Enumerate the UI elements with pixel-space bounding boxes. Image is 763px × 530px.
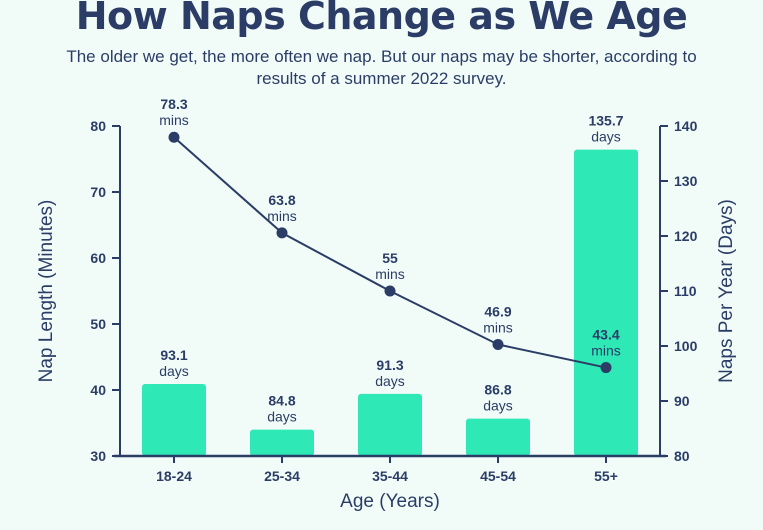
bar-18-24 [142, 383, 206, 456]
bar-unit-label: days [483, 398, 513, 414]
left-tick-label: 40 [90, 382, 106, 398]
x-tick-label: 55+ [594, 468, 618, 484]
line-point-35-44 [384, 285, 396, 297]
bar-value-label: 91.3 [376, 357, 403, 373]
bar-value-label: 86.8 [484, 382, 511, 398]
right-axis-title: Naps Per Year (Days) [716, 199, 737, 383]
bar-value-label: 93.1 [160, 347, 187, 363]
line-point-45-54 [492, 338, 504, 350]
bar-unit-label: days [159, 363, 189, 379]
right-tick-label: 120 [674, 228, 698, 244]
bar-25-34 [250, 429, 314, 456]
x-tick-label: 25-34 [264, 468, 300, 484]
chart-subtitle: The older we get, the more often we nap.… [66, 47, 697, 88]
bar-unit-label: days [375, 373, 405, 389]
right-tick-label: 130 [674, 173, 698, 189]
left-tick-label: 50 [90, 316, 106, 332]
left-tick-label: 80 [90, 118, 106, 134]
line-unit-label: mins [267, 208, 297, 224]
right-tick-label: 90 [674, 393, 690, 409]
x-axis-title: Age (Years) [340, 491, 440, 512]
bar-value-label: 84.8 [268, 393, 295, 409]
line-unit-label: mins [591, 343, 621, 359]
line-point-25-34 [276, 227, 288, 239]
line-unit-label: mins [375, 266, 405, 282]
line-value-label: 78.3 [160, 96, 187, 112]
bar-45-54 [466, 418, 530, 456]
left-axis-title: Nap Length (Minutes) [36, 200, 57, 383]
line-point-18-24 [168, 131, 180, 143]
left-tick-label: 60 [90, 250, 106, 266]
left-tick-label: 70 [90, 184, 106, 200]
right-tick-label: 110 [674, 283, 697, 299]
left-tick-label: 30 [90, 448, 106, 464]
line-point-55+ [600, 362, 612, 374]
line-value-label: 63.8 [268, 192, 295, 208]
right-tick-label: 140 [674, 118, 698, 134]
line-value-label: 46.9 [484, 303, 511, 319]
line-unit-label: mins [159, 112, 189, 128]
x-tick-label: 45-54 [480, 468, 516, 484]
bar-55+ [574, 149, 638, 456]
right-tick-label: 100 [674, 338, 698, 354]
x-tick-label: 18-24 [156, 468, 192, 484]
line-value-label: 43.4 [592, 327, 619, 343]
bar-value-label: 135.7 [588, 113, 623, 129]
bar-unit-label: days [591, 129, 621, 145]
right-tick-label: 80 [674, 448, 690, 464]
x-tick-label: 35-44 [372, 468, 408, 484]
bar-unit-label: days [267, 409, 297, 425]
chart-title: How Naps Change as We Age [75, 0, 688, 38]
line-value-label: 55 [382, 250, 398, 266]
bar-35-44 [358, 393, 422, 456]
line-unit-label: mins [483, 319, 513, 335]
